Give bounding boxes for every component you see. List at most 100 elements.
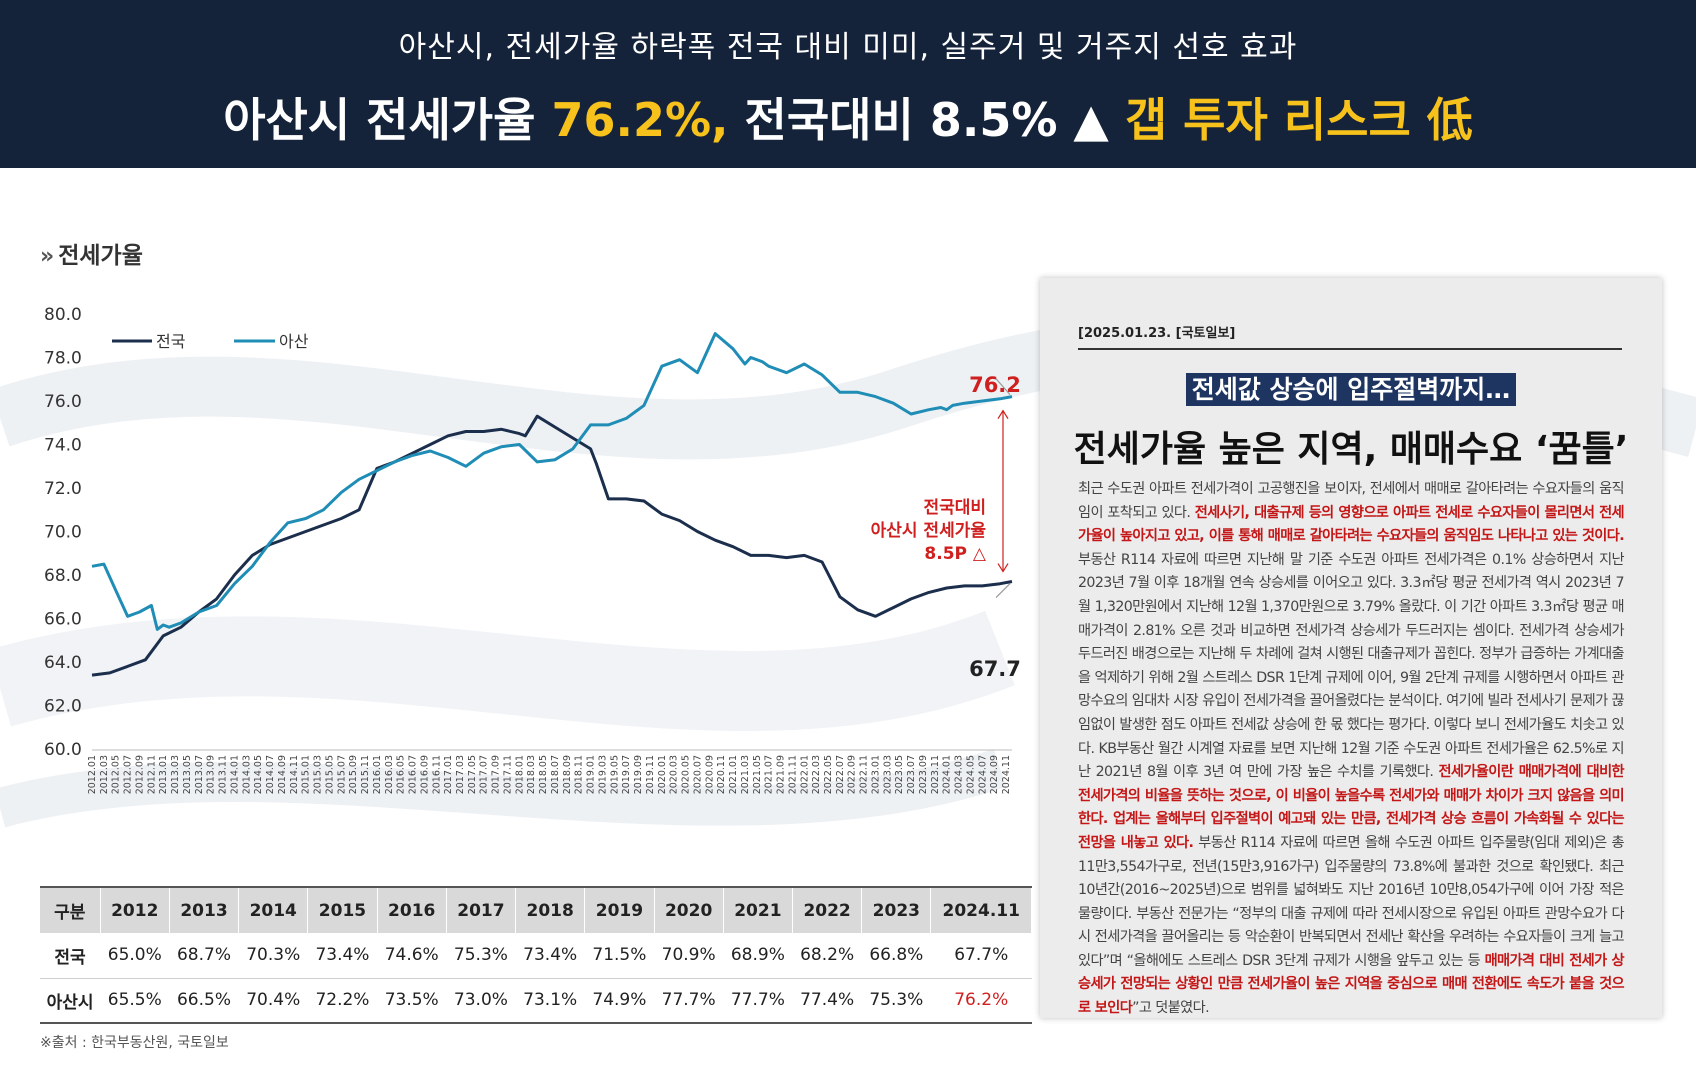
table-cell: 74.9%	[584, 978, 655, 1024]
end-label-national: 67.7	[969, 657, 1021, 681]
x-tick-label: 2022.05	[823, 755, 834, 794]
table-cell: 75.3%	[861, 978, 931, 1024]
section-title: » 전세가율	[40, 236, 143, 270]
x-tick-label: 2015.11	[360, 755, 371, 794]
x-tick-label: 2024.07	[977, 755, 988, 794]
table-row-header: 아산시	[40, 978, 101, 1024]
x-tick-label: 2019.03	[597, 755, 608, 794]
data-table: 구분 2012 2013 2014 2015 2016 2017 2018 2019 2020 20…	[40, 886, 1032, 1024]
article-divider	[1078, 348, 1622, 350]
x-tick-label: 2013.07	[194, 755, 205, 794]
x-tick-label: 2015.07	[336, 755, 347, 794]
x-tick-label: 2016.09	[419, 755, 430, 794]
table-cell: 67.7%	[930, 933, 1032, 979]
x-tick-label: 2023.03	[882, 755, 893, 794]
gap-label-line2: 아산시 전세가율	[871, 521, 987, 541]
x-tick-label: 2013.05	[182, 755, 193, 794]
x-tick-label: 2013.09	[206, 755, 217, 794]
article-headline: 전세가율 높은 지역, 매매수요 ‘꿈틀’	[1073, 429, 1629, 470]
x-tick-label: 2016.11	[431, 755, 442, 794]
table-header-row: 구분 2012 2013 2014 2015 2016 2017 2018 2019 2020 20…	[40, 886, 1032, 933]
table-cell: 66.8%	[861, 933, 931, 979]
x-tick-label: 2014.05	[253, 755, 264, 794]
title-highlight2: 갭 투자 리스크 低	[1124, 93, 1473, 147]
x-tick-label: 2024.09	[989, 755, 1000, 794]
x-tick-label: 2016.05	[396, 755, 407, 794]
article-kicker-text: 전세값 상승에 입주절벽까지…	[1185, 373, 1517, 406]
x-tick-label: 2015.01	[301, 755, 312, 794]
table-cell: 76.2%	[930, 978, 1032, 1024]
table-row-header: 전국	[40, 933, 101, 979]
header-title: 아산시 전세가율 76.2%, 전국대비 8.5% ▲ 갭 투자 리스크 低	[0, 84, 1696, 150]
x-tick-label: 2012.07	[123, 755, 134, 794]
series-group	[91, 332, 1013, 677]
y-tick-label: 66.0	[44, 610, 82, 630]
x-tick-label: 2014.11	[289, 755, 300, 794]
table-cell: 65.0%	[100, 933, 170, 979]
table-year-header: 2022	[792, 886, 863, 933]
x-tick-label: 2023.01	[870, 755, 881, 794]
leader-line-national	[995, 583, 1011, 598]
x-tick-label: 2018.11	[574, 755, 585, 794]
table-cell: 68.9%	[723, 933, 793, 979]
x-tick-label: 2015.03	[313, 755, 324, 794]
x-tick-label: 2013.03	[170, 755, 181, 794]
x-tick-label: 2013.01	[158, 755, 169, 794]
article-text-emphasis: 전세가율이란 매매가격에 대비한 전세가격의 비율을 뜻하는 것으로, 이 비율…	[1078, 764, 1625, 851]
x-tick-label: 2022.01	[799, 755, 810, 794]
end-label-asan: 76.2	[969, 373, 1021, 397]
x-tick-label: 2021.09	[776, 755, 787, 794]
x-tick-label: 2012.09	[134, 755, 145, 794]
x-tick-label: 2024.01	[942, 755, 953, 794]
source-note: ※출처 : 한국부동산원, 국토일보	[40, 1035, 229, 1051]
x-tick-label: 2019.09	[633, 755, 644, 794]
x-tick-label: 2017.11	[502, 755, 513, 794]
table-cell: 77.7%	[723, 978, 793, 1024]
x-tick-label: 2020.07	[692, 755, 703, 794]
x-tick-label: 2020.01	[657, 755, 668, 794]
annotations: 76.2 67.7 전국대비 아산시 전세가율 8.5P △	[869, 373, 1021, 681]
article-date: [2025.01.23. [국토일보]	[1078, 326, 1236, 341]
article-text-emphasis: 매매가격 대비 전세가 상승세가 전망되는 상황인 만큼 전세가율이 높은 지역…	[1078, 952, 1625, 1017]
x-tick-label: 2020.05	[681, 755, 692, 794]
x-tick-label: 2018.01	[514, 755, 525, 794]
table-body: 전국 65.0% 68.7% 70.3% 73.4% 74.6% 75.3% 73.4% 71.…	[40, 933, 1032, 1024]
x-tick-label: 2016.03	[384, 755, 395, 794]
x-tick-label: 2016.07	[408, 755, 419, 794]
article-text: ”고 덧붙였다.	[1132, 1000, 1209, 1017]
x-tick-label: 2015.09	[348, 755, 359, 794]
table-cell: 70.9%	[654, 933, 724, 979]
x-tick-label: 2018.05	[538, 755, 549, 794]
x-tick-label: 2022.07	[835, 755, 846, 794]
table-cell: 77.7%	[654, 978, 724, 1024]
table-year-header: 2021	[723, 886, 793, 933]
x-tick-label: 2022.03	[811, 755, 822, 794]
x-tick-label: 2017.03	[455, 755, 466, 794]
table-year-header: 2019	[584, 886, 655, 933]
x-tick-label: 2020.11	[716, 755, 727, 794]
table-year-header: 2020	[654, 886, 724, 933]
title-part2: 전국대비 8.5% ▲	[728, 93, 1125, 147]
y-tick-label: 68.0	[44, 566, 82, 586]
x-tick-label: 2023.09	[918, 755, 929, 794]
x-tick-label: 2017.01	[443, 755, 454, 794]
line-chart: 80.0 78.0 76.0 74.0 72.0 70.0 68.0 66.0 64.0 62.0…	[44, 305, 1021, 794]
x-tick-label: 2012.01	[87, 755, 98, 794]
x-tick-label: 2018.07	[550, 755, 561, 794]
x-tick-label: 2019.01	[586, 755, 597, 794]
gap-arrow-head-up	[997, 409, 1009, 419]
y-tick-label: 72.0	[44, 479, 82, 499]
table-cell: 66.5%	[169, 978, 239, 1024]
x-tick-label: 2023.11	[930, 755, 941, 794]
section-title-text: 전세가율	[58, 243, 143, 269]
title-part1: 아산시 전세가율	[223, 93, 552, 147]
table-cell: 71.5%	[584, 933, 655, 979]
table-row: 전국 65.0% 68.7% 70.3% 73.4% 74.6% 75.3% 73.4% 71.…	[40, 933, 1032, 979]
table-year-header: 2018	[515, 886, 586, 933]
y-tick-label: 64.0	[44, 653, 82, 673]
gap-label-line1: 전국대비	[923, 498, 986, 518]
y-tick-label: 60.0	[44, 740, 82, 760]
table-cell: 73.4%	[307, 933, 378, 979]
article-kicker: 전세값 상승에 입주절벽까지…	[1040, 370, 1662, 406]
double-chevron-icon: »	[40, 244, 54, 269]
